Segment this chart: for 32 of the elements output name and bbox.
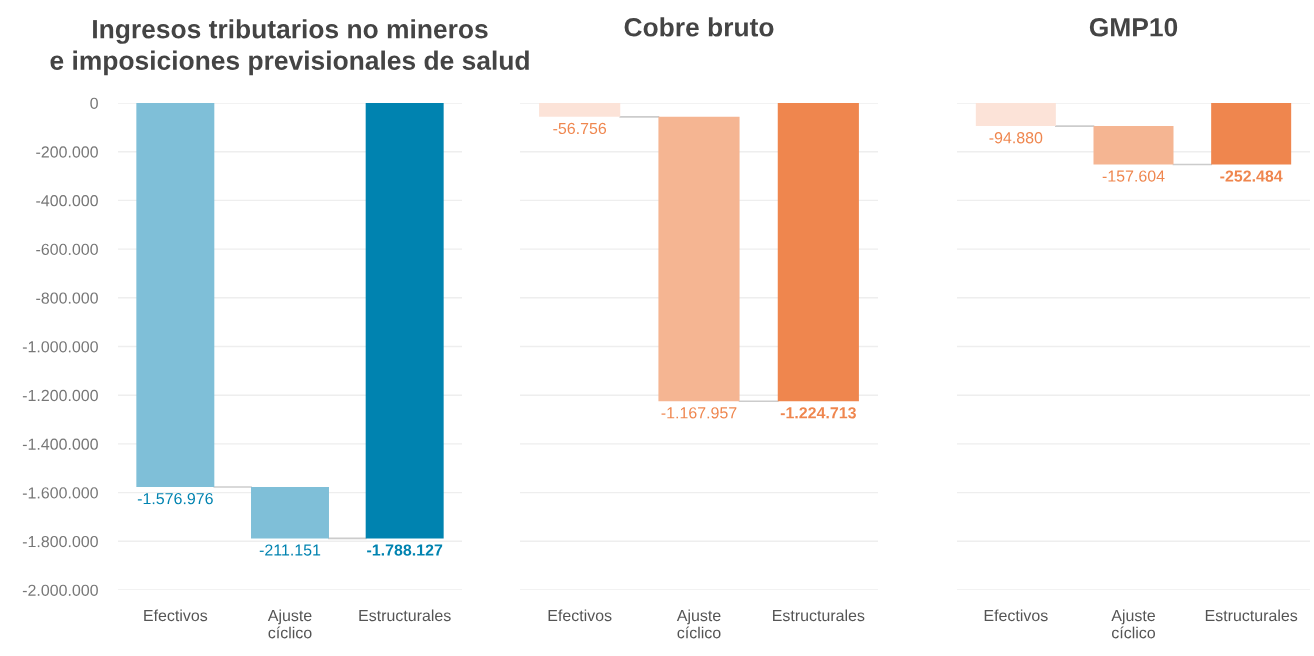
x-tick-label: Efectivos [548, 609, 612, 622]
y-tick-label: -200.000 [36, 146, 98, 158]
x-tick-label: Efectivos [144, 609, 208, 622]
data-label: -1.167.957 [661, 407, 737, 419]
x-tick-label: Ajuste cíclico [1111, 609, 1156, 639]
y-tick-label: -1.000.000 [22, 341, 98, 353]
y-tick-label: -1.200.000 [22, 389, 98, 402]
data-label: -252.484 [1220, 170, 1283, 182]
x-tick-label: Estructurales [359, 609, 451, 622]
y-tick-label: -600.000 [36, 243, 98, 256]
y-tick-label: 0 [90, 97, 98, 109]
y-tick-label: -800.000 [36, 292, 98, 304]
y-tick-label: -1.600.000 [22, 487, 98, 499]
chart-title: Ingresos tributarios no mineros e imposiciones previsionales de salud [50, 19, 529, 76]
x-tick-label: Estructurales [1205, 609, 1298, 622]
x-tick-label: Ajuste cíclico [267, 609, 312, 639]
data-label: -94.880 [989, 132, 1043, 144]
data-label: -157.604 [1102, 170, 1165, 182]
data-label: -56.756 [553, 122, 607, 135]
data-label: -1.576.976 [137, 492, 213, 505]
y-tick-label: -1.800.000 [22, 535, 98, 548]
x-tick-label: Efectivos [984, 609, 1048, 622]
data-label: -1.224.713 [780, 407, 856, 419]
data-label: -1.788.127 [367, 544, 443, 556]
y-tick-label: -400.000 [36, 195, 98, 207]
data-label: -211.151 [259, 544, 321, 556]
chart-title: GMP10 [1089, 17, 1178, 37]
x-tick-label: Ajuste cíclico [676, 609, 721, 639]
y-tick-label: -1.400.000 [22, 438, 98, 450]
chart-title: Cobre bruto [624, 17, 774, 37]
y-tick-label: -2.000.000 [22, 584, 98, 596]
x-tick-label: Estructurales [773, 609, 865, 622]
